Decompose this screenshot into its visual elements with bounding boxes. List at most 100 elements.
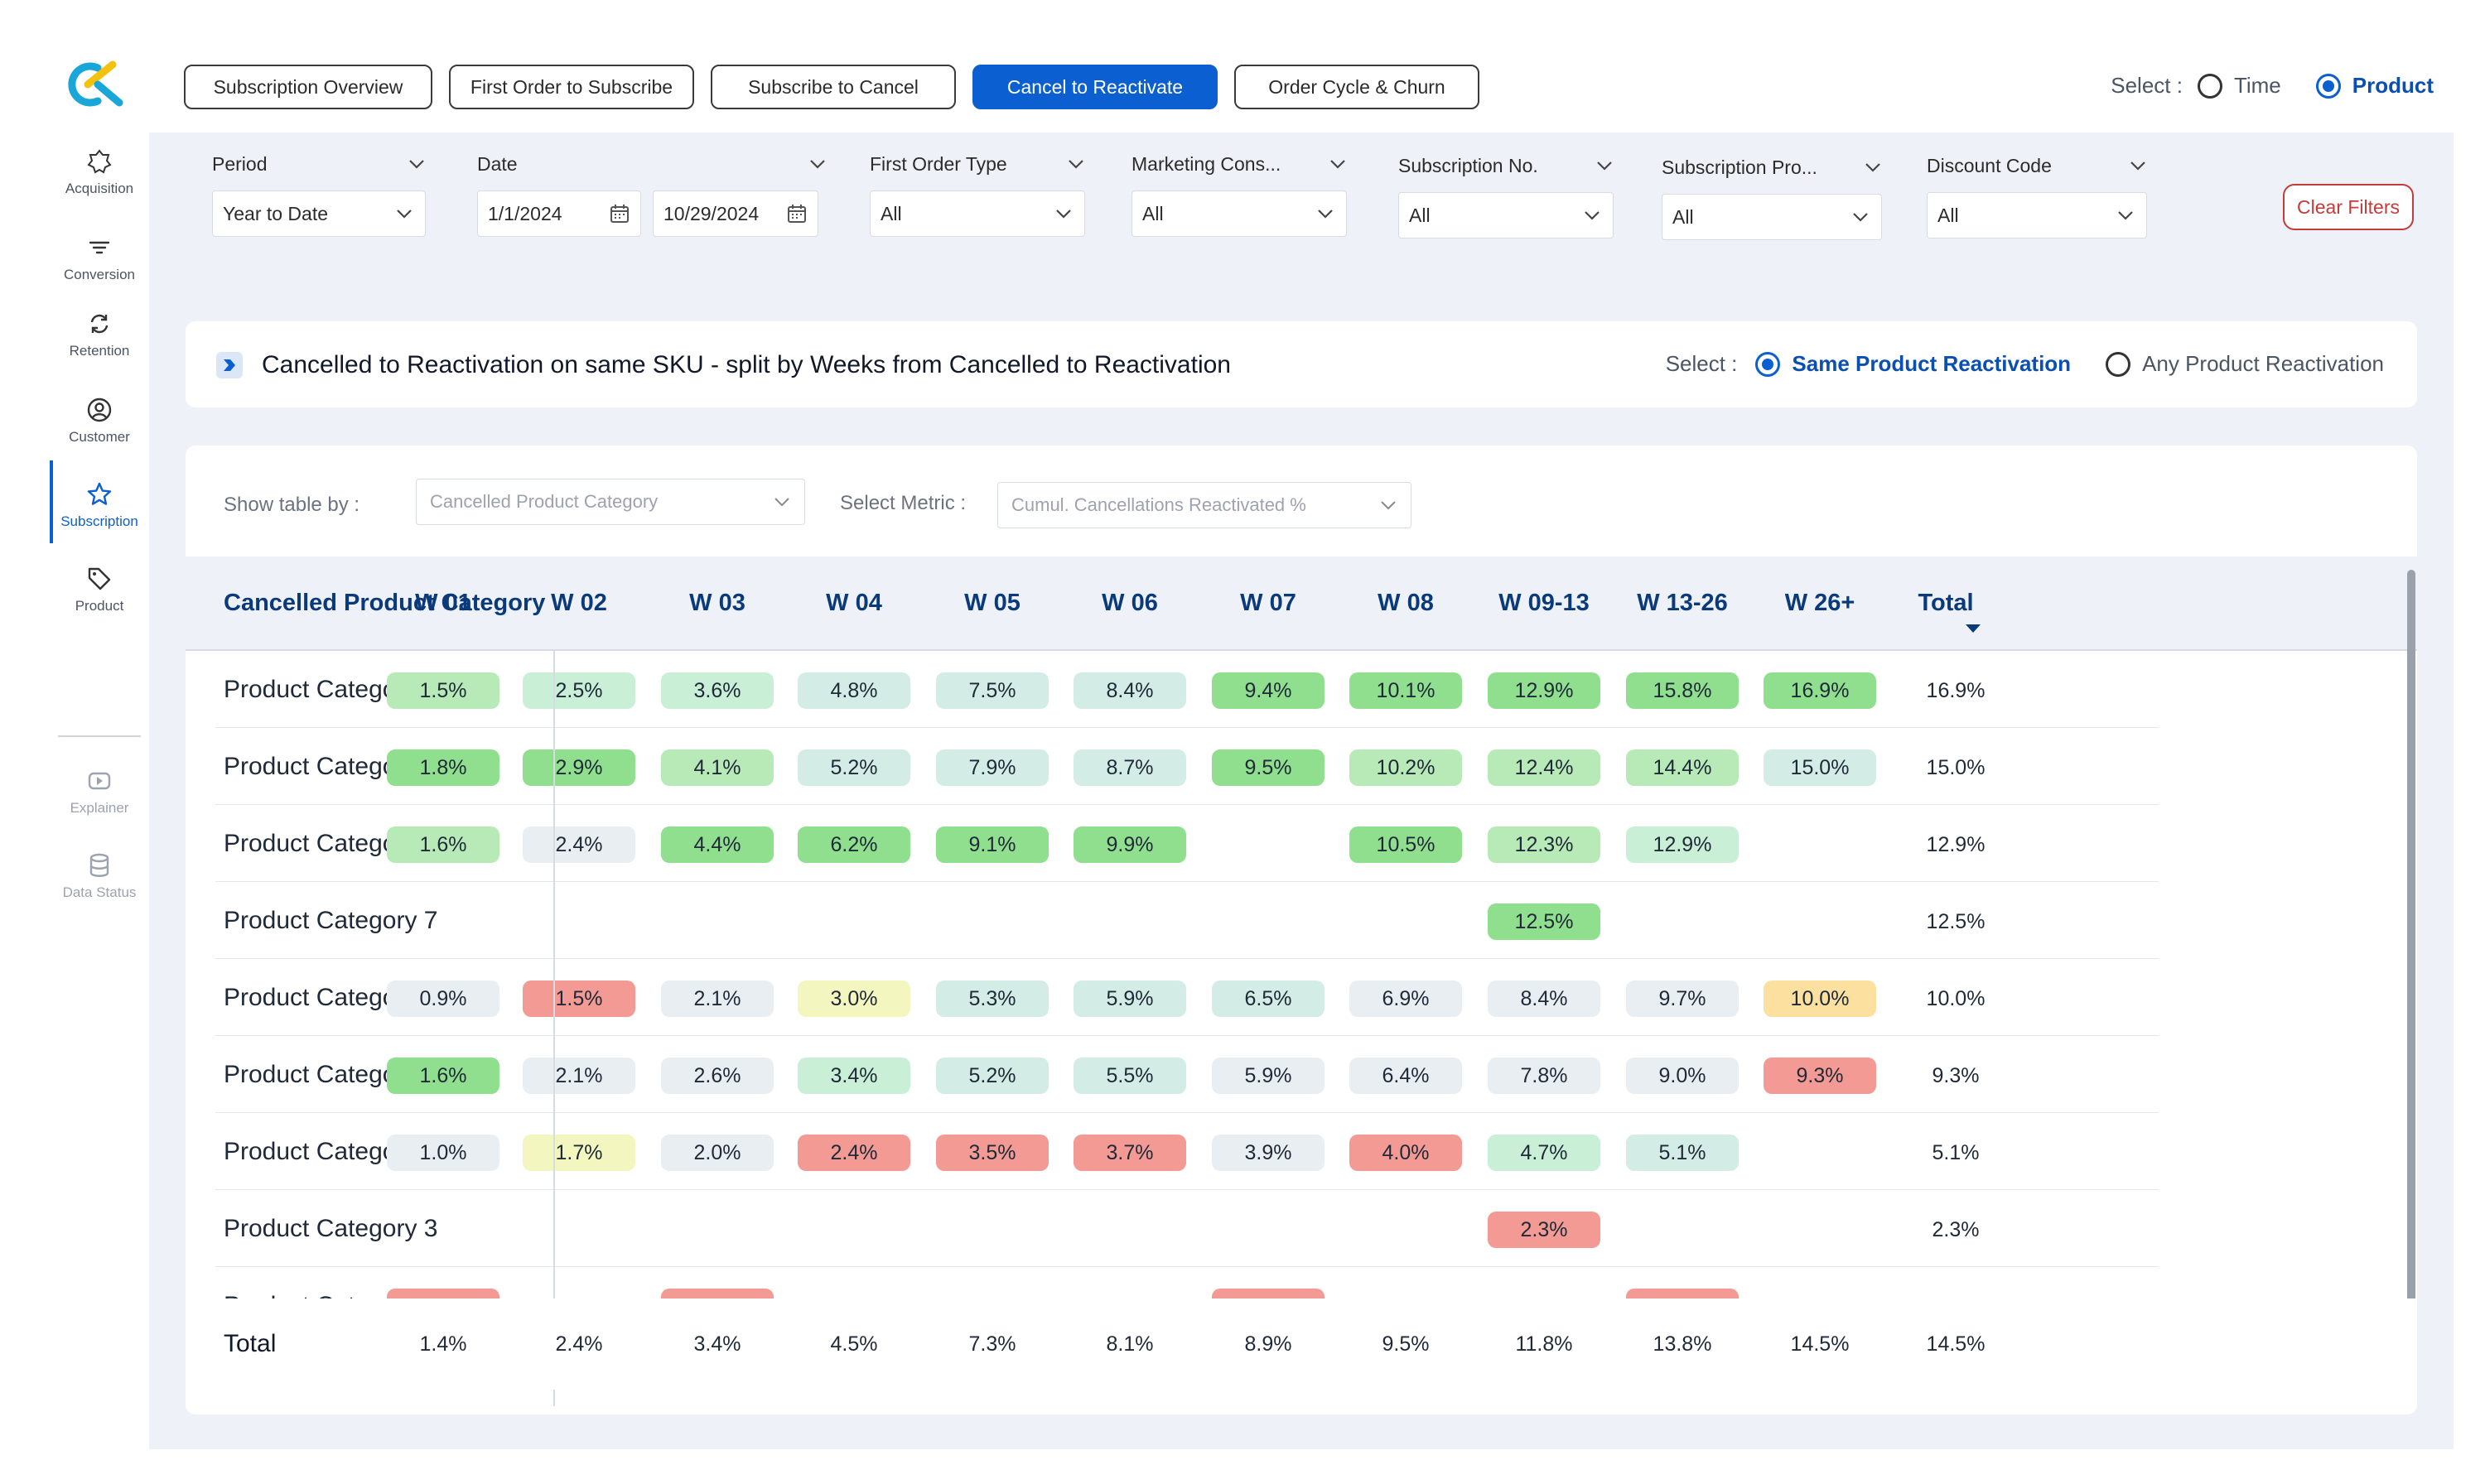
- sidebar-item-customer[interactable]: Customer: [50, 396, 149, 446]
- chevron-down-icon[interactable]: [408, 158, 426, 170]
- clear-filters-button[interactable]: Clear Filters: [2283, 184, 2414, 230]
- radio-selected-icon[interactable]: [2315, 73, 2341, 99]
- sidebar-item-acquisition[interactable]: Acquisition: [50, 147, 149, 197]
- table-cell: 15.0%: [1764, 749, 1876, 786]
- column-header[interactable]: W 07: [1240, 589, 1296, 616]
- sidebar-item-data-status[interactable]: Data Status: [50, 851, 149, 901]
- start-date-input[interactable]: 1/1/2024: [477, 190, 641, 237]
- row-label: Product Category 3: [224, 1214, 438, 1242]
- chevron-down-icon[interactable]: [1329, 158, 1347, 170]
- chevron-down-icon[interactable]: [1067, 158, 1085, 170]
- subscription-no-label: Subscription No.: [1398, 154, 1538, 176]
- sidebar-item-subscription[interactable]: Subscription: [50, 480, 149, 530]
- tab-subscribe-to-cancel[interactable]: Subscribe to Cancel: [711, 65, 956, 109]
- column-header[interactable]: W 05: [964, 589, 1021, 616]
- sidebar-active-indicator: [50, 460, 53, 543]
- column-header[interactable]: Cancelled Product Category: [224, 589, 546, 616]
- sort-descending-icon[interactable]: [1964, 623, 1982, 634]
- tab-order-cycle-churn[interactable]: Order Cycle & Churn: [1234, 65, 1479, 109]
- column-header[interactable]: W 04: [826, 589, 882, 616]
- table-row[interactable]: Product Category 10.9% 2.2% 3.0% 3.8% 3.8%: [215, 1267, 2159, 1298]
- subscription-no-select[interactable]: All: [1398, 192, 1614, 238]
- select-metric-value: Cumul. Cancellations Reactivated %: [1011, 494, 1306, 515]
- chevron-down-icon[interactable]: [2129, 160, 2147, 171]
- cohort-table-card: Show table by : Cancelled Product Catego…: [186, 446, 2417, 1414]
- tab-first-order-to-subscribe[interactable]: First Order to Subscribe: [449, 65, 694, 109]
- table-cell: 7.8%: [1488, 1058, 1600, 1094]
- column-header[interactable]: W 01: [415, 589, 471, 616]
- end-date-input[interactable]: 10/29/2024: [653, 190, 818, 237]
- sidebar-item-retention[interactable]: Retention: [50, 310, 149, 359]
- tab-subscription-overview[interactable]: Subscription Overview: [184, 65, 432, 109]
- footer-value: 13.8%: [1653, 1332, 1712, 1356]
- radio-selected-icon[interactable]: [1755, 351, 1781, 377]
- table-cell: 8.4%: [1074, 672, 1186, 709]
- tab-cancel-to-reactivate[interactable]: Cancel to Reactivate: [972, 65, 1218, 109]
- table-row[interactable]: Product Category 4 0.9% 1.5% 2.1% 3.0% 5.3% 5.…: [215, 959, 2159, 1036]
- date-filter: Date: [477, 149, 827, 179]
- option-same-product-reactivation[interactable]: Same Product Reactivation: [1755, 351, 2071, 377]
- table-cell: 9.4%: [1212, 672, 1325, 709]
- radio-icon[interactable]: [2106, 351, 2131, 377]
- chevron-down-icon[interactable]: [1595, 160, 1614, 171]
- chevron-down-icon[interactable]: [808, 158, 827, 170]
- table-row[interactable]: Product Category 7 12.5% 12.5%: [215, 882, 2159, 959]
- table-row[interactable]: Product Category 3 2.3% 2.3%: [215, 1190, 2159, 1267]
- column-header[interactable]: Total: [1918, 589, 1974, 616]
- row-total: 12.9%: [1926, 832, 1986, 856]
- show-table-by-select[interactable]: Cancelled Product Category: [416, 479, 805, 525]
- table-cell: 2.0%: [661, 1135, 774, 1171]
- calendar-icon[interactable]: [786, 203, 808, 224]
- view-mode-time[interactable]: Time: [2197, 73, 2281, 99]
- period-select[interactable]: Year to Date: [212, 190, 426, 237]
- table-cell: 9.3%: [1764, 1058, 1876, 1094]
- first-order-type-select[interactable]: All: [870, 190, 1085, 237]
- table-cell: 16.9%: [1764, 672, 1876, 709]
- discount-code-filter: Discount Code All: [1927, 151, 2147, 238]
- table-cell: 3.4%: [798, 1058, 910, 1094]
- table-row[interactable]: Product Category 2 1.0% 1.7% 2.0% 2.4% 3.5% 3.…: [215, 1113, 2159, 1190]
- footer-value: 2.4%: [555, 1332, 603, 1356]
- table-scrollbar[interactable]: [2407, 570, 2415, 1315]
- table-row[interactable]: Product Category 11 1.8% 2.9% 4.1% 5.2% 7.9% 8…: [215, 728, 2159, 805]
- table-cell: 1.6%: [387, 1058, 499, 1094]
- chevron-down-icon[interactable]: [1864, 161, 1882, 173]
- subscription-product-label: Subscription Pro...: [1662, 156, 1817, 178]
- table-cell: 10.0%: [1764, 980, 1876, 1017]
- column-header[interactable]: W 06: [1102, 589, 1158, 616]
- subscription-product-select[interactable]: All: [1662, 194, 1882, 240]
- sidebar-item-conversion[interactable]: Conversion: [50, 234, 149, 283]
- marketing-select[interactable]: All: [1132, 190, 1347, 237]
- radio-icon[interactable]: [2197, 73, 2222, 99]
- footer-value: 8.1%: [1106, 1332, 1154, 1356]
- column-header[interactable]: W 02: [551, 589, 607, 616]
- option-any-product-reactivation[interactable]: Any Product Reactivation: [2106, 351, 2384, 377]
- table-row[interactable]: Product Category 14 1.6% 2.4% 4.4% 6.2% 9.1% 9…: [215, 805, 2159, 882]
- column-header[interactable]: W 26+: [1784, 589, 1855, 616]
- column-header[interactable]: W 08: [1378, 589, 1434, 616]
- column-header[interactable]: W 09-13: [1498, 589, 1590, 616]
- table-cell: 1.6%: [387, 826, 499, 863]
- table-cell: 12.5%: [1488, 903, 1600, 940]
- table-row[interactable]: Product Category 5 1.6% 2.1% 2.6% 3.4% 5.2% 5.…: [215, 1036, 2159, 1113]
- table-cell: 9.7%: [1626, 980, 1739, 1017]
- view-mode-product[interactable]: Product: [2315, 73, 2434, 99]
- table-cell: 5.2%: [936, 1058, 1049, 1094]
- table-cell: 1.7%: [523, 1135, 635, 1171]
- view-mode-label: Select :: [2111, 73, 2183, 98]
- table-cell: 3.8%: [1626, 1289, 1739, 1298]
- show-table-by-value: Cancelled Product Category: [430, 491, 659, 512]
- table-row[interactable]: Product Category 9 1.5% 2.5% 3.6% 4.8% 7.5% 8.…: [215, 651, 2159, 728]
- footer-value: 8.9%: [1244, 1332, 1292, 1356]
- table-body[interactable]: Product Category 9 1.5% 2.5% 3.6% 4.8% 7.5% 8.…: [186, 651, 2417, 1298]
- discount-code-select[interactable]: All: [1927, 192, 2147, 238]
- sidebar-item-explainer[interactable]: Explainer: [50, 767, 149, 817]
- end-date-value: 10/29/2024: [663, 202, 760, 224]
- column-header[interactable]: W 13-26: [1637, 589, 1728, 616]
- column-header[interactable]: W 03: [689, 589, 746, 616]
- table-cell: 2.3%: [1488, 1212, 1600, 1248]
- select-metric-select[interactable]: Cumul. Cancellations Reactivated %: [997, 482, 1411, 528]
- table-cell: 2.4%: [523, 826, 635, 863]
- sidebar-item-product[interactable]: Product: [50, 565, 149, 614]
- calendar-icon[interactable]: [609, 203, 630, 224]
